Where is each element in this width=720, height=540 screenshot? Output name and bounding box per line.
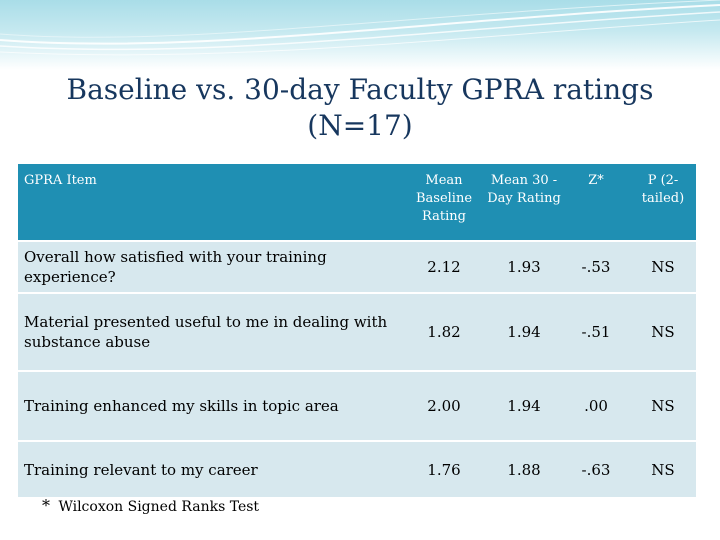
table-row: Material presented useful to me in deali… bbox=[18, 293, 696, 371]
row-baseline: 2.00 bbox=[427, 397, 461, 415]
row-p: NS bbox=[651, 460, 675, 479]
header-gpra-item: GPRA Item bbox=[18, 164, 402, 241]
table-row: Overall how satisfied with your training… bbox=[18, 241, 696, 293]
row-baseline: 2.12 bbox=[427, 258, 461, 276]
slide-title: Baseline vs. 30-day Faculty GPRA ratings… bbox=[60, 72, 660, 144]
title-line-1: Baseline vs. 30-day Faculty GPRA ratings bbox=[66, 73, 654, 106]
header-p-value: P (2-tailed) bbox=[630, 164, 696, 241]
footnote-text: Wilcoxon Signed Ranks Test bbox=[58, 499, 260, 515]
table-row: Training relevant to my career 1.76 1.88… bbox=[18, 441, 696, 497]
row-item: Training enhanced my skills in topic are… bbox=[24, 397, 339, 415]
row-z: -.53 bbox=[581, 258, 611, 276]
footnote-marker: * bbox=[42, 496, 50, 515]
decorative-swoosh bbox=[0, 0, 720, 56]
row-30-day: 1.94 bbox=[507, 397, 541, 415]
ratings-table: GPRA Item Mean Baseline Rating Mean 30 -… bbox=[18, 164, 696, 497]
footnote: * Wilcoxon Signed Ranks Test bbox=[42, 496, 259, 515]
row-30-day: 1.88 bbox=[507, 460, 541, 479]
row-p: NS bbox=[651, 323, 675, 341]
row-item: Material presented useful to me in deali… bbox=[24, 313, 388, 351]
row-item: Overall how satisfied with your training… bbox=[24, 248, 327, 286]
row-p: NS bbox=[651, 258, 675, 276]
row-z: .00 bbox=[584, 397, 608, 415]
row-baseline: 1.82 bbox=[427, 323, 461, 341]
table-header-row: GPRA Item Mean Baseline Rating Mean 30 -… bbox=[18, 164, 696, 241]
row-baseline: 1.76 bbox=[427, 460, 461, 479]
row-30-day: 1.94 bbox=[507, 323, 541, 341]
header-z: Z* bbox=[562, 164, 630, 241]
header-mean-baseline: Mean Baseline Rating bbox=[402, 164, 486, 241]
table-row: Training enhanced my skills in topic are… bbox=[18, 371, 696, 441]
header-mean-30-day: Mean 30 -Day Rating bbox=[486, 164, 562, 241]
row-30-day: 1.93 bbox=[507, 258, 541, 276]
row-p: NS bbox=[651, 397, 675, 415]
row-z: -.63 bbox=[581, 460, 611, 479]
row-z: -.51 bbox=[581, 323, 611, 341]
title-line-2: (N=17) bbox=[307, 109, 413, 142]
row-item: Training relevant to my career bbox=[24, 460, 258, 479]
